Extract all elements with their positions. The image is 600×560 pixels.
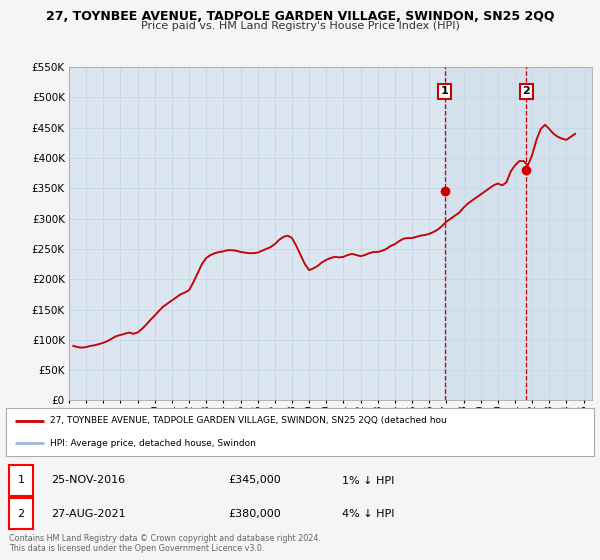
Text: This data is licensed under the Open Government Licence v3.0.: This data is licensed under the Open Gov… [9, 544, 265, 553]
Text: 1: 1 [441, 86, 449, 96]
Text: Contains HM Land Registry data © Crown copyright and database right 2024.: Contains HM Land Registry data © Crown c… [9, 534, 321, 543]
Text: 27, TOYNBEE AVENUE, TADPOLE GARDEN VILLAGE, SWINDON, SN25 2QQ: 27, TOYNBEE AVENUE, TADPOLE GARDEN VILLA… [46, 10, 554, 23]
Text: 27, TOYNBEE AVENUE, TADPOLE GARDEN VILLAGE, SWINDON, SN25 2QQ (detached hou: 27, TOYNBEE AVENUE, TADPOLE GARDEN VILLA… [50, 416, 447, 426]
Text: £380,000: £380,000 [228, 509, 281, 519]
Text: HPI: Average price, detached house, Swindon: HPI: Average price, detached house, Swin… [50, 438, 256, 448]
Text: 1% ↓ HPI: 1% ↓ HPI [342, 475, 394, 486]
Text: 27-AUG-2021: 27-AUG-2021 [51, 509, 125, 519]
Text: 1: 1 [17, 475, 25, 485]
Text: £345,000: £345,000 [228, 475, 281, 486]
Text: 4% ↓ HPI: 4% ↓ HPI [342, 509, 395, 519]
Text: 2: 2 [17, 509, 25, 519]
Text: Price paid vs. HM Land Registry's House Price Index (HPI): Price paid vs. HM Land Registry's House … [140, 21, 460, 31]
Text: 25-NOV-2016: 25-NOV-2016 [51, 475, 125, 486]
Bar [445, 67, 592, 400]
Text: 2: 2 [522, 86, 530, 96]
